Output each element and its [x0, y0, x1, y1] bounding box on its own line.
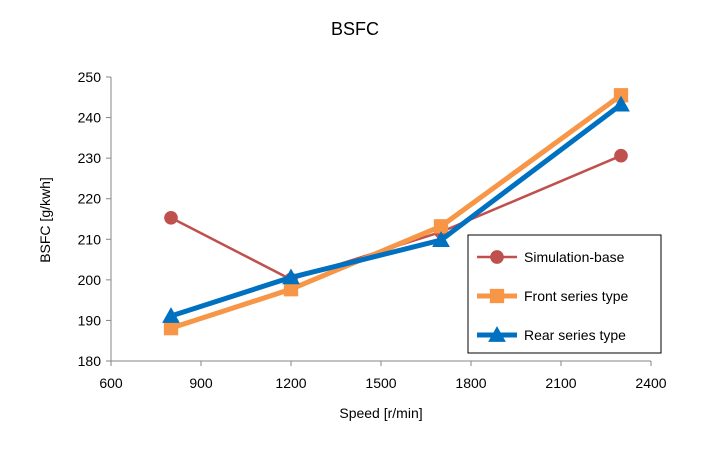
legend-label: Rear series type	[524, 327, 626, 343]
legend-marker	[488, 326, 506, 342]
legend-label: Front series type	[524, 288, 628, 304]
data-point	[163, 320, 179, 336]
legend-marker	[490, 250, 504, 264]
x-tick-label: 1200	[275, 375, 306, 391]
chart-title: BSFC	[331, 19, 379, 39]
legend-label: Simulation-base	[524, 249, 625, 265]
y-tick-label: 240	[78, 110, 102, 126]
x-axis-label: Speed [r/min]	[339, 405, 422, 421]
x-tick-label: 600	[99, 375, 123, 391]
y-tick-label: 230	[78, 150, 102, 166]
series-line	[170, 102, 623, 319]
data-point	[433, 219, 449, 234]
x-tick-label: 1800	[455, 375, 486, 391]
legend-marker	[489, 288, 505, 304]
x-tick-label: 900	[189, 375, 213, 391]
data-point	[162, 307, 180, 323]
series-3	[162, 95, 630, 323]
x-tick-label: 1500	[365, 375, 396, 391]
y-tick-label: 220	[78, 191, 102, 207]
data-point	[283, 282, 299, 297]
y-axis-label: BSFC [g/kwh]	[37, 177, 53, 263]
data-point	[612, 95, 630, 112]
series-layer	[162, 88, 630, 336]
data-point	[164, 210, 178, 225]
y-tick-label: 250	[78, 69, 102, 85]
y-tick-label: 180	[78, 353, 102, 369]
data-point	[613, 88, 629, 103]
axes: 180 190 200 210 220 230 240 250 600 900 1200 1500 18…	[78, 69, 667, 391]
x-tick-label: 2400	[635, 375, 666, 391]
data-point	[614, 148, 628, 163]
y-tick-label: 200	[78, 272, 102, 288]
data-point	[282, 268, 300, 285]
data-point	[432, 231, 450, 247]
y-tick-label: 210	[78, 231, 102, 247]
legend: Simulation-base Front series type Rear ser…	[467, 234, 662, 354]
x-tick-label: 2100	[545, 375, 576, 391]
y-tick-label: 190	[78, 312, 102, 328]
